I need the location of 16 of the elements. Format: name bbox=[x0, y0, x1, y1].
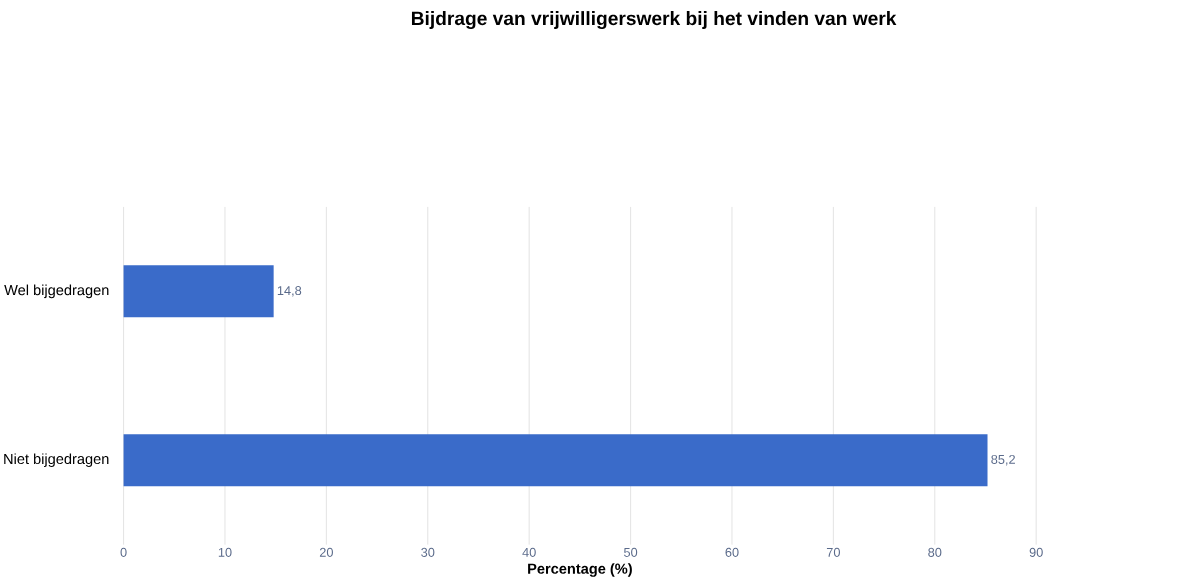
data-label: 85,2 bbox=[991, 454, 1015, 466]
x-tick-label: 80 bbox=[928, 547, 942, 557]
x-tick-label: 10 bbox=[218, 547, 232, 557]
x-axis-title: Percentage (%) bbox=[528, 563, 632, 577]
chart-title: Bijdrage van vrijwilligerswerk bij het vinden van werk bbox=[411, 11, 897, 30]
x-tick-label: 50 bbox=[623, 547, 638, 557]
x-tick-label: 70 bbox=[826, 547, 840, 557]
x-tick-label: 0 bbox=[120, 547, 127, 557]
x-tick-label: 20 bbox=[319, 547, 333, 557]
x-tick-label: 90 bbox=[1029, 547, 1043, 557]
y-tick-label: Wel bijgedragen bbox=[4, 284, 109, 299]
data-label: 14,8 bbox=[277, 286, 302, 297]
x-tick-label: 60 bbox=[725, 547, 739, 557]
x-tick-label: 40 bbox=[522, 547, 536, 557]
y-tick-label: Niet bijgedragen bbox=[4, 453, 109, 468]
x-tick-label: 30 bbox=[421, 547, 435, 557]
